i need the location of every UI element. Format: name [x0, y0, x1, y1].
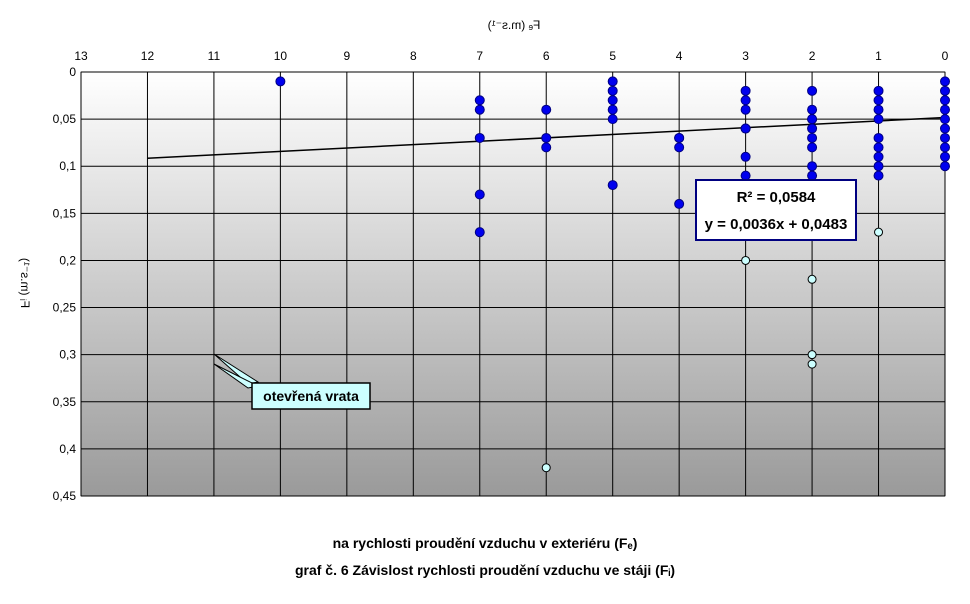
data-point: [474, 132, 485, 143]
y-tick-label: 0: [69, 65, 76, 79]
data-point: [474, 104, 485, 115]
data-point: [674, 142, 685, 153]
data-point: [740, 170, 751, 181]
data-point: [807, 170, 818, 181]
data-point: [740, 104, 751, 115]
data-point: [541, 104, 552, 115]
data-point: [940, 161, 950, 172]
annotation-label: otevřená vrata: [263, 388, 359, 404]
data-point: [607, 85, 618, 96]
x-tick-label: 8: [410, 49, 417, 63]
y-tick-label: 0,05: [53, 112, 77, 126]
y-tick-labels: 0 0,05 0,1 0,15 0,2 0,25 0,3 0,35 0,4 0,45: [53, 65, 77, 503]
caption-line-2: graf č. 6 Závislost rychlosti proudění v…: [295, 562, 675, 578]
data-point: [607, 95, 618, 106]
data-point: [873, 85, 884, 96]
x-tick-label: 6: [543, 49, 550, 63]
caption-line-1: na rychlosti proudění vzduchu v exteriér…: [333, 535, 638, 551]
y-tick-label: 0,2: [59, 253, 76, 267]
data-point: [674, 132, 685, 143]
x-tick-label: 5: [609, 49, 616, 63]
data-point-open-door: [807, 359, 817, 369]
data-point: [607, 104, 618, 115]
equation-box: R² = 0,0584 y = 0,0036x + 0,0483: [695, 179, 857, 241]
x-tick-label: 13: [74, 49, 88, 63]
grid: [80, 71, 946, 497]
data-point: [807, 85, 818, 96]
x-tick-label: 7: [476, 49, 483, 63]
x-tick-label: 4: [676, 49, 683, 63]
data-point: [807, 114, 818, 125]
data-point: [873, 151, 884, 162]
data-point: [940, 151, 950, 162]
data-point: [541, 132, 552, 143]
data-point: [474, 227, 485, 238]
data-point: [873, 95, 884, 106]
y-tick-label: 0,35: [53, 395, 77, 409]
data-point: [940, 142, 950, 153]
y-tick-label: 0,4: [59, 442, 76, 456]
y-tick-label: 0,15: [53, 206, 77, 220]
data-point: [740, 85, 751, 96]
data-point: [940, 114, 950, 125]
data-point: [873, 161, 884, 172]
data-point: [275, 76, 286, 87]
data-point: [607, 76, 618, 87]
data-point: [807, 142, 818, 153]
data-point: [873, 170, 884, 181]
data-point: [940, 123, 950, 134]
data-point: [740, 151, 751, 162]
x-tick-label: 0: [942, 49, 949, 63]
data-point-open-door: [741, 255, 751, 265]
plot-area: [80, 71, 946, 497]
data-point-open-door: [807, 350, 817, 360]
y-tick-label: 0,1: [59, 159, 76, 173]
x-tick-label: 2: [809, 49, 816, 63]
data-point: [940, 104, 950, 115]
data-point: [873, 104, 884, 115]
data-point: [740, 123, 751, 134]
data-point: [807, 104, 818, 115]
data-point: [873, 132, 884, 143]
y-tick-label: 0,3: [59, 348, 76, 362]
x-tick-label: 9: [344, 49, 351, 63]
data-point: [474, 95, 485, 106]
x-axis-title: Fₑ (m.s⁻¹): [488, 18, 541, 32]
data-point: [940, 85, 950, 96]
y-tick-label: 0,45: [53, 489, 77, 503]
data-point: [674, 198, 685, 209]
x-tick-label: 3: [742, 49, 749, 63]
data-point: [740, 95, 751, 106]
data-point: [873, 114, 884, 125]
x-tick-label: 10: [274, 49, 288, 63]
data-point-open-door: [874, 227, 884, 237]
y-tick-label: 0,25: [53, 301, 77, 315]
data-point: [474, 189, 485, 200]
data-point-open-door: [807, 274, 817, 284]
data-point: [940, 132, 950, 143]
y-axis-title: Fᵢ (m.s⁻¹): [18, 258, 32, 308]
data-point: [940, 76, 950, 87]
x-tick-label: 12: [141, 49, 155, 63]
equation-label: y = 0,0036x + 0,0483: [705, 216, 848, 233]
r-squared-label: R² = 0,0584: [737, 189, 816, 206]
x-tick-label: 11: [208, 49, 221, 63]
data-point: [607, 114, 618, 125]
data-point-open-door: [541, 463, 551, 473]
data-point: [541, 142, 552, 153]
data-point: [807, 132, 818, 143]
data-point: [607, 180, 618, 191]
data-point: [873, 142, 884, 153]
data-point: [940, 95, 950, 106]
data-point: [807, 161, 818, 172]
x-tick-label: 1: [875, 49, 882, 63]
data-point: [807, 123, 818, 134]
annotation: otevřená vrata: [213, 353, 371, 410]
